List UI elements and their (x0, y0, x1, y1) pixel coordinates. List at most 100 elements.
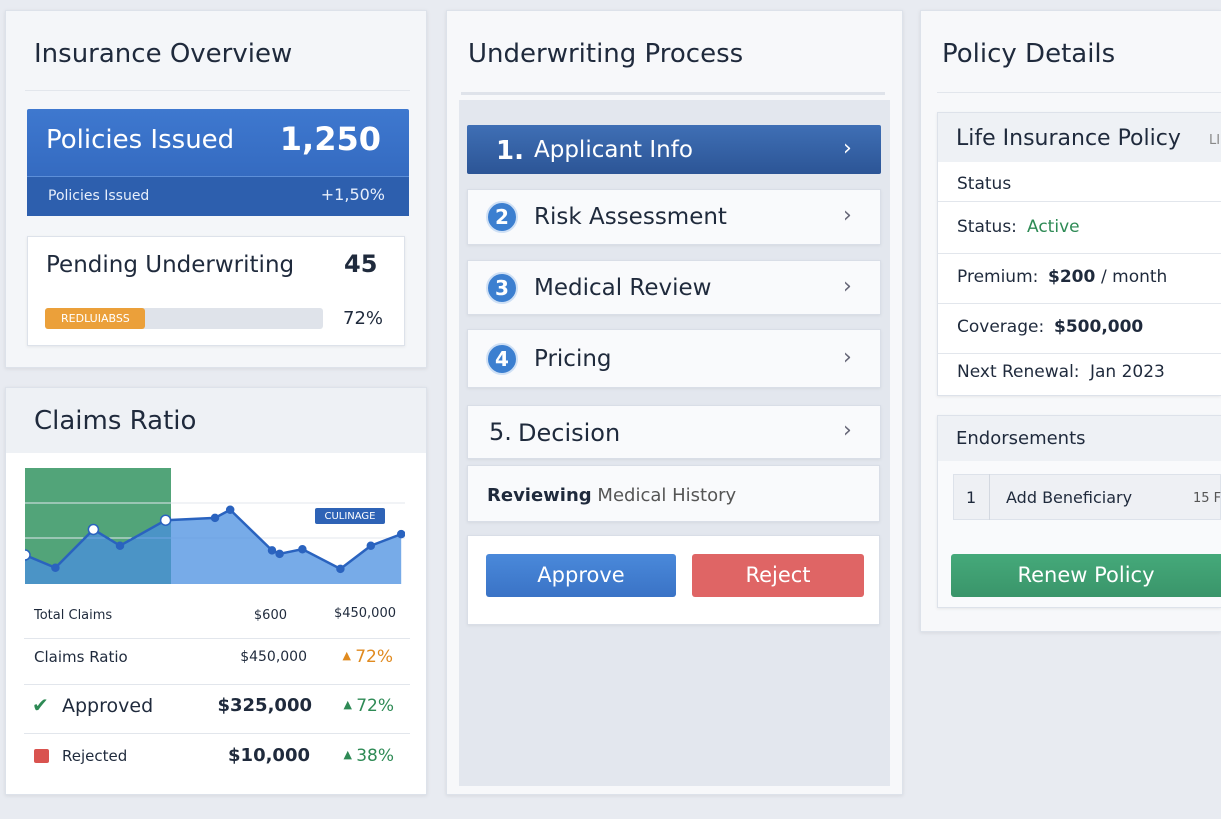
step[interactable] (467, 260, 881, 315)
row-value: 72% (355, 647, 393, 667)
point (87, 523, 100, 536)
row-amount: $325,000 (217, 695, 312, 716)
field-value: Active (1027, 217, 1080, 237)
pending-value: 45 (344, 250, 378, 278)
point (366, 541, 376, 550)
endorsement-number: 1 (966, 488, 977, 507)
policies-value: 1,250 (279, 120, 381, 158)
point (275, 549, 284, 559)
step[interactable] (467, 189, 881, 245)
row-amount: $450,000 (240, 649, 307, 665)
row-divider (24, 683, 410, 685)
claims-header (6, 388, 426, 453)
check-icon: ✔ (32, 693, 49, 717)
step-label: Decision (518, 419, 621, 447)
policies-strip (27, 176, 409, 216)
point (210, 513, 220, 523)
row-amount: $600 (253, 607, 287, 623)
policy-card-title: Life Insurance Policy (956, 126, 1181, 151)
point (336, 564, 345, 574)
underwriting-title: Underwriting Process (468, 39, 744, 69)
field-label: Premium: (957, 267, 1039, 287)
progress-track: REDLUIABSS (45, 308, 323, 329)
row-value: 38% (356, 746, 394, 766)
row-divider (24, 638, 410, 639)
step-label: Medical Review (534, 274, 712, 301)
chevron: › (843, 418, 852, 443)
row-value: $450,000 (333, 606, 396, 621)
area (25, 509, 402, 584)
point (396, 529, 405, 539)
chevron: › (843, 135, 852, 161)
step-number: 4 (486, 342, 518, 375)
claims-card (5, 387, 427, 795)
approve-button[interactable]: Approve (486, 554, 676, 597)
endorsements-header (938, 416, 1221, 461)
step-number: 3 (486, 271, 518, 304)
status-text: Reviewing Medical History (487, 487, 736, 505)
point (25, 549, 31, 561)
status-detail: Medical History (597, 485, 737, 506)
field-label: Coverage: (957, 317, 1045, 337)
field-value: $500,000 (1054, 317, 1144, 337)
field-unit: / month (1101, 267, 1168, 287)
endorsements-title: Endorsements (956, 428, 1086, 449)
endorsement-label: Add Beneficiary (1006, 488, 1133, 507)
point (225, 505, 235, 515)
step-number: 5. (489, 418, 512, 446)
status-label: Reviewing (487, 485, 592, 506)
badge-text: CULINAGE (324, 511, 375, 522)
trend-icon: ▲ (342, 649, 351, 662)
reject-button[interactable]: Reject (692, 554, 864, 597)
endorsement-row (953, 474, 1221, 520)
policies-change: +1,50% (320, 185, 385, 204)
section-label: Status (957, 174, 1012, 194)
field-divider (938, 353, 1221, 354)
divider (461, 92, 885, 95)
pending-percent: 72% (343, 308, 384, 329)
point (159, 514, 172, 526)
policies-label: Policies Issued (46, 125, 235, 155)
field-label: Status: (957, 217, 1017, 237)
claims-chart: CULINAGE (25, 468, 405, 584)
trend-icon: ▲ (343, 698, 352, 711)
badge (315, 508, 385, 524)
progress-fill: REDLUIABSS (45, 308, 146, 329)
renew-button[interactable]: Renew Policy (951, 554, 1221, 597)
field-divider (938, 253, 1221, 254)
step[interactable] (467, 405, 881, 459)
step-number: 2 (486, 201, 518, 233)
step-label: Pricing (534, 345, 612, 372)
policy-header (938, 113, 1221, 162)
status-card (467, 465, 880, 522)
row-divider (24, 733, 410, 734)
step-label: Risk Assessment (534, 204, 727, 230)
row-label: Rejected (62, 746, 128, 765)
field-value: $200 (1048, 267, 1096, 287)
row-label: Approved (62, 694, 154, 717)
step-number: 1. (496, 135, 524, 166)
row-value: 72% (356, 696, 394, 716)
overview-title: Insurance Overview (34, 39, 293, 69)
policy-tag: LI (1209, 133, 1221, 148)
row-label: Claims Ratio (34, 647, 128, 666)
step[interactable] (467, 329, 881, 388)
row-label: Total Claims (34, 607, 113, 623)
field-label: Next Renewal: (957, 362, 1080, 382)
divider (938, 201, 1221, 202)
policy-title: Policy Details (942, 39, 1116, 69)
chevron: › (843, 203, 852, 228)
point (51, 563, 60, 573)
point (267, 546, 277, 555)
divider (937, 92, 1221, 93)
reject-icon (34, 749, 49, 763)
field-divider (938, 303, 1221, 304)
step-active[interactable] (467, 125, 881, 174)
claims-title: Claims Ratio (34, 406, 197, 436)
chevron: › (843, 273, 852, 299)
endorsement-num-box (953, 474, 990, 520)
policies-sub: Policies Issued (48, 188, 150, 204)
step-label: Applicant Info (534, 136, 693, 163)
row-amount: $10,000 (228, 745, 310, 766)
